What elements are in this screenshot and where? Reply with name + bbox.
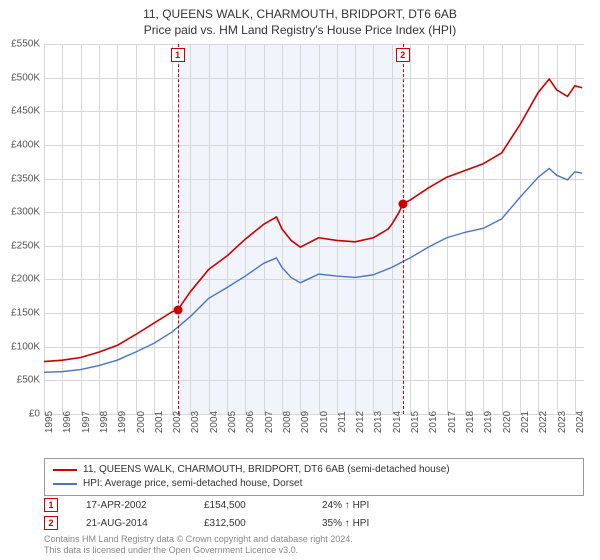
sale-marker-badge: 2 [396, 48, 410, 62]
legend-swatch-property [53, 469, 77, 471]
x-tick-label: 2014 [392, 411, 403, 433]
legend-label-property: 11, QUEENS WALK, CHARMOUTH, BRIDPORT, DT… [83, 463, 450, 477]
chart-title-block: 11, QUEENS WALK, CHARMOUTH, BRIDPORT, DT… [0, 0, 600, 38]
x-tick-label: 2018 [465, 411, 476, 433]
sale-date: 17-APR-2002 [86, 500, 176, 511]
x-tick-label: 2022 [538, 411, 549, 433]
legend-row-property: 11, QUEENS WALK, CHARMOUTH, BRIDPORT, DT… [53, 463, 575, 477]
x-tick-label: 2015 [410, 411, 421, 433]
x-tick-label: 2001 [154, 411, 165, 433]
x-tick-label: 2023 [557, 411, 568, 433]
x-tick-label: 2004 [209, 411, 220, 433]
chart-title-line2: Price paid vs. HM Land Registry's House … [0, 22, 600, 38]
x-tick-label: 2019 [483, 411, 494, 433]
y-tick-label: £350K [0, 173, 40, 184]
sales-row: 2 21-AUG-2014 £312,500 35% ↑ HPI [44, 514, 584, 532]
legend-row-hpi: HPI: Average price, semi-detached house,… [53, 477, 575, 491]
x-tick-label: 2006 [245, 411, 256, 433]
x-tick-label: 2011 [337, 411, 348, 433]
sale-dot [173, 306, 182, 315]
sale-dot [398, 199, 407, 208]
y-tick-label: £300K [0, 207, 40, 218]
footnote-line1: Contains HM Land Registry data © Crown c… [44, 534, 584, 545]
x-tick-label: 2010 [319, 411, 330, 433]
sale-dashed-line [178, 44, 179, 414]
y-tick-label: £50K [0, 375, 40, 386]
y-tick-label: £100K [0, 341, 40, 352]
y-tick-label: £200K [0, 274, 40, 285]
x-tick-label: 1999 [117, 411, 128, 433]
x-tick-label: 2003 [190, 411, 201, 433]
x-tick-label: 2002 [172, 411, 183, 433]
y-tick-label: £550K [0, 39, 40, 50]
x-tick-label: 2021 [520, 411, 531, 433]
footnote-line2: This data is licensed under the Open Gov… [44, 545, 584, 556]
sales-table: 1 17-APR-2002 £154,500 24% ↑ HPI 2 21-AU… [44, 496, 584, 532]
sale-dashed-line [403, 44, 404, 414]
y-tick-label: £250K [0, 240, 40, 251]
legend: 11, QUEENS WALK, CHARMOUTH, BRIDPORT, DT… [44, 458, 584, 496]
sale-price: £154,500 [204, 500, 294, 511]
chart-title-line1: 11, QUEENS WALK, CHARMOUTH, BRIDPORT, DT… [0, 6, 600, 22]
sale-date: 21-AUG-2014 [86, 518, 176, 529]
sale-price: £312,500 [204, 518, 294, 529]
series-svg [44, 44, 584, 414]
y-tick-label: £450K [0, 106, 40, 117]
sale-index-badge: 1 [44, 498, 58, 512]
x-tick-label: 2009 [300, 411, 311, 433]
legend-label-hpi: HPI: Average price, semi-detached house,… [83, 477, 302, 491]
sales-row: 1 17-APR-2002 £154,500 24% ↑ HPI [44, 496, 584, 514]
footnote: Contains HM Land Registry data © Crown c… [44, 534, 584, 557]
x-tick-label: 2020 [502, 411, 513, 433]
x-tick-label: 1997 [81, 411, 92, 433]
sale-index-badge: 2 [44, 516, 58, 530]
x-tick-label: 2016 [428, 411, 439, 433]
x-tick-label: 2024 [575, 411, 586, 433]
x-tick-label: 2000 [136, 411, 147, 433]
y-tick-label: £400K [0, 139, 40, 150]
x-tick-label: 2005 [227, 411, 238, 433]
sale-hpi-delta: 35% ↑ HPI [322, 518, 412, 529]
y-tick-label: £0 [0, 409, 40, 420]
x-tick-label: 2007 [264, 411, 275, 433]
x-tick-label: 2012 [355, 411, 366, 433]
y-tick-label: £500K [0, 72, 40, 83]
sale-hpi-delta: 24% ↑ HPI [322, 500, 412, 511]
x-tick-label: 1998 [99, 411, 110, 433]
legend-swatch-hpi [53, 483, 77, 485]
chart-area: £0£50K£100K£150K£200K£250K£300K£350K£400… [44, 44, 584, 414]
sale-marker-badge: 1 [171, 48, 185, 62]
x-tick-label: 1996 [62, 411, 73, 433]
series-line-property [44, 79, 582, 362]
x-tick-label: 2017 [447, 411, 458, 433]
x-tick-label: 2013 [373, 411, 384, 433]
plot-region: £0£50K£100K£150K£200K£250K£300K£350K£400… [44, 44, 584, 414]
x-tick-label: 1995 [44, 411, 55, 433]
y-tick-label: £150K [0, 308, 40, 319]
x-tick-label: 2008 [282, 411, 293, 433]
